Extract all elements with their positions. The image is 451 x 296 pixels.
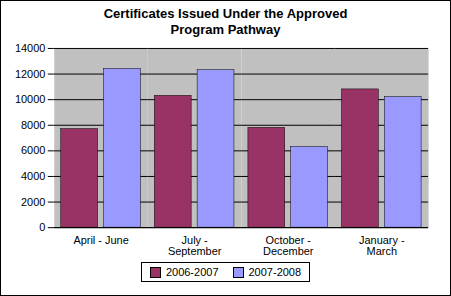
svg-text:14000: 14000 — [15, 42, 45, 54]
svg-text:10000: 10000 — [15, 93, 45, 105]
html-text:2006-2007: 2006-2007 — [165, 266, 219, 278]
svg-text:4000: 4000 — [21, 170, 45, 182]
svg-text:8000: 8000 — [21, 119, 45, 131]
html-text:2007-2008: 2007-2008 — [248, 266, 302, 278]
svg-text:July -September: July -September — [168, 234, 222, 257]
svg-text:January -March: January -March — [359, 234, 405, 257]
svg-text:October -December: October -December — [263, 234, 314, 257]
html-text:Certificates Issued Under the: Certificates Issued Under the Approved P… — [103, 6, 348, 37]
svg-text:April - June: April - June — [73, 234, 128, 246]
svg-text:6000: 6000 — [21, 144, 45, 156]
svg-text:2000: 2000 — [21, 196, 45, 208]
svg-text:12000: 12000 — [15, 68, 45, 80]
svg-text:0: 0 — [39, 221, 45, 233]
